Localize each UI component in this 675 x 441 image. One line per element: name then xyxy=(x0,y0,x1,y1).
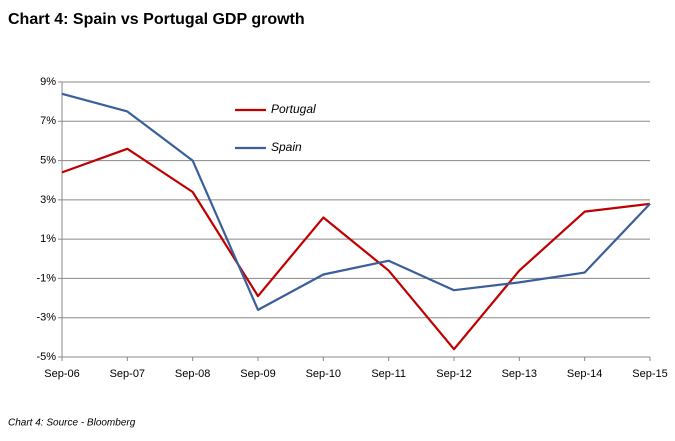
chart-title: Chart 4: Spain vs Portugal GDP growth xyxy=(8,11,305,28)
y-tick-label: 5% xyxy=(40,154,56,166)
x-tick-label: Sep-09 xyxy=(240,368,275,380)
series-line xyxy=(61,92,651,311)
series-line xyxy=(61,147,651,351)
x-tick-label: Sep-08 xyxy=(175,368,210,380)
x-tick-label: Sep-15 xyxy=(632,368,667,380)
y-tick-label: 1% xyxy=(40,233,56,245)
y-tick-label: -1% xyxy=(36,272,56,284)
y-tick-label: 9% xyxy=(40,76,56,88)
x-tick-label: Sep-06 xyxy=(44,368,79,380)
y-tick-label: 7% xyxy=(40,115,56,127)
y-tick-label: -3% xyxy=(36,312,56,324)
y-tick-label: 3% xyxy=(40,194,56,206)
source-note: Chart 4: Source - Bloomberg xyxy=(8,418,136,429)
x-tick-label: Sep-10 xyxy=(306,368,341,380)
x-tick-label: Sep-12 xyxy=(436,368,471,380)
y-tick-label: -5% xyxy=(36,351,56,363)
x-tick-label: Sep-13 xyxy=(502,368,537,380)
x-tick-label: Sep-11 xyxy=(371,368,406,380)
x-tick-label: Sep-14 xyxy=(567,368,602,380)
x-tick-label: Sep-07 xyxy=(110,368,145,380)
legend-label: Spain xyxy=(271,140,302,154)
legend-label: Portugal xyxy=(271,102,316,116)
